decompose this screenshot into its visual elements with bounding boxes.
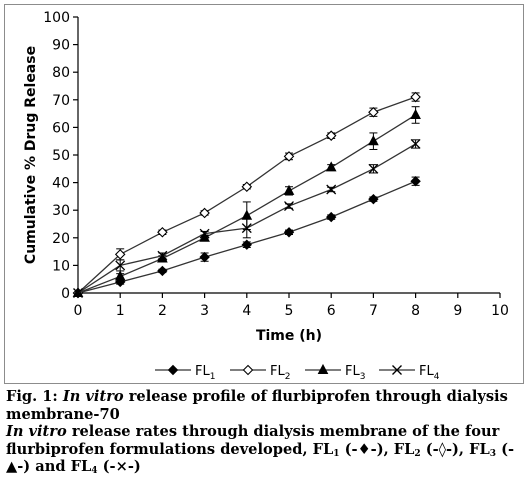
legend-marker (317, 363, 329, 374)
data-point (199, 231, 210, 242)
data-point (368, 106, 379, 118)
y-tick-label: 100 (43, 10, 70, 26)
data-point (115, 260, 126, 271)
data-point (157, 250, 168, 261)
y-tick-label: 50 (52, 148, 70, 164)
legend-marker (392, 365, 402, 375)
data-point (199, 207, 210, 219)
data-point (368, 193, 379, 205)
data-point (241, 181, 253, 193)
y-tick-label: 30 (52, 203, 70, 219)
caption-item-3: FL3 (-▲-) (6, 440, 515, 476)
data-point (241, 223, 252, 234)
legend-item-FL4: FL4 (379, 364, 440, 382)
x-axis-title: Time (h) (256, 328, 322, 344)
chart-frame: 0 10 20 30 40 50 60 70 80 90 100 0 1 2 3 4 5 6 7 8 9 10 Time … (4, 4, 524, 384)
data-point (199, 228, 210, 239)
x-tick-label: 9 (453, 303, 462, 319)
y-tick-label: 20 (52, 231, 70, 247)
data-point (325, 161, 337, 172)
x-tick-label: 3 (200, 303, 209, 319)
legend-item-FL1: FL1 (155, 364, 215, 382)
caption-item-4: and FL4 (-×-) (35, 458, 141, 476)
x-tick-label: 8 (411, 303, 420, 319)
y-tick-label: 70 (52, 93, 70, 109)
data-point (157, 265, 168, 277)
legend-label: FL3 (345, 364, 365, 382)
data-point (325, 130, 337, 141)
legend-item-FL2: FL2 (230, 364, 290, 382)
legend: FL1 FL2 FL3 FL4 (155, 363, 440, 382)
y-axis-title: Cumulative % Drug Release (23, 46, 39, 264)
caption-item-1: FL1 (-♦-), (312, 440, 389, 459)
x-tick-label: 5 (285, 303, 294, 319)
x-tick-label: 10 (491, 303, 509, 319)
series-FL2 (72, 91, 421, 299)
x-tick-label: 0 (74, 303, 83, 319)
x-tick-label: 4 (242, 303, 251, 319)
data-point (284, 201, 294, 212)
data-point (199, 251, 210, 263)
caption-title: Fig. 1: In vitro release profile of flur… (6, 388, 522, 423)
data-point (114, 249, 126, 260)
y-tick-label: 0 (61, 286, 70, 302)
x-tick-label: 6 (327, 303, 336, 319)
x-tick-label: 1 (116, 303, 125, 319)
series-FL4 (73, 139, 421, 298)
caption-desc-text: release rates through dialysis membrane … (6, 423, 500, 458)
data-point (241, 209, 253, 220)
legend-marker (242, 364, 254, 376)
caption-title-italic: In vitro (62, 388, 124, 405)
data-point (157, 227, 168, 238)
ticks: 0 10 20 30 40 50 60 70 80 90 100 0 1 2 3 4 5 6 7 8 9 10 (43, 10, 509, 319)
legend-label: FL1 (195, 364, 215, 382)
legend-label: FL2 (270, 364, 290, 382)
y-tick-label: 80 (52, 65, 70, 81)
legend-label: FL4 (419, 364, 440, 382)
data-point (114, 270, 126, 281)
y-tick-label: 40 (52, 176, 70, 192)
data-point (325, 211, 337, 223)
data-point (410, 108, 421, 119)
caption-desc-italic: In vitro (6, 423, 67, 440)
data-point (73, 288, 83, 298)
y-tick-label: 60 (52, 120, 70, 136)
figure-caption: Fig. 1: In vitro release profile of flur… (6, 388, 522, 476)
x-tick-label: 7 (369, 303, 378, 319)
caption-item-2: FL2 (-◊-), (393, 440, 464, 459)
release-profile-chart: 0 10 20 30 40 50 60 70 80 90 100 0 1 2 3 4 5 6 7 8 9 10 Time … (23, 10, 509, 382)
data-point (410, 139, 421, 149)
data-point (283, 227, 295, 238)
data-point (368, 135, 379, 146)
data-point (410, 91, 421, 103)
legend-marker (167, 364, 179, 376)
data-point (368, 163, 379, 174)
series-layer (72, 91, 421, 299)
y-tick-label: 90 (52, 38, 70, 54)
data-point (410, 176, 421, 187)
y-tick-label: 10 (52, 258, 70, 274)
legend-item-FL3: FL3 (305, 363, 365, 382)
data-point (283, 184, 295, 195)
data-point (241, 239, 253, 250)
x-tick-label: 2 (158, 303, 167, 319)
data-point (326, 184, 337, 195)
data-point (283, 151, 295, 162)
caption-fig-label: Fig. 1: (6, 388, 58, 405)
caption-description: In vitro release rates through dialysis … (6, 423, 522, 476)
caption-title-text: release profile of flurbiprofen through … (6, 388, 508, 423)
